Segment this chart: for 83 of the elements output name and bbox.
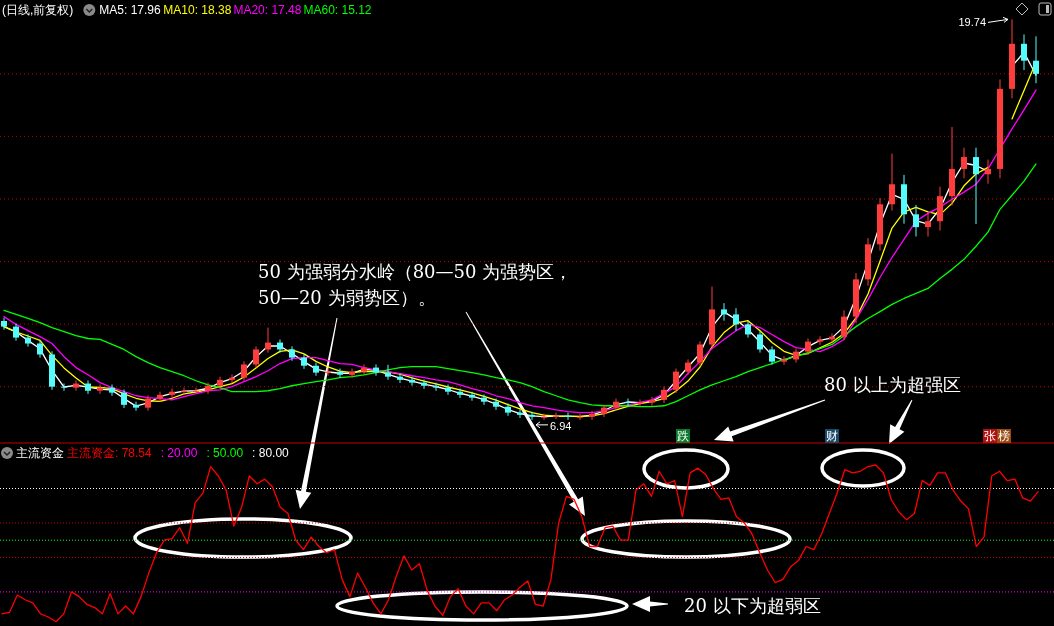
candlestick (517, 409, 523, 419)
candlestick (409, 376, 415, 387)
candlestick (1021, 33, 1027, 71)
candlestick (73, 379, 79, 392)
candlestick (421, 378, 427, 390)
chart-title: 主流资金 (16, 446, 64, 460)
candlestick (205, 382, 211, 395)
annotation: 19.74 (958, 16, 986, 29)
candlestick (577, 413, 583, 421)
candlestick (325, 368, 331, 377)
candlestick (961, 147, 967, 179)
candlestick (817, 335, 823, 346)
text: : 20.00 (160, 446, 198, 460)
candlestick (625, 398, 631, 407)
text: : 50.00 (206, 446, 244, 460)
annotation: 6.94 (550, 419, 572, 432)
text: : 80.00 (252, 446, 290, 460)
candlestick (37, 339, 43, 359)
candlestick (193, 387, 199, 395)
candlestick (841, 309, 847, 341)
candlestick (649, 396, 655, 407)
candlestick (157, 391, 163, 403)
candlestick (541, 413, 547, 421)
candlestick (229, 373, 235, 384)
candlestick (241, 360, 247, 382)
text: MA10: 18.38 (163, 3, 232, 17)
chart-title: (日线,前复权) (2, 3, 74, 17)
candlestick (925, 211, 931, 238)
candlestick (505, 403, 511, 417)
candlestick (889, 153, 895, 212)
candlestick (913, 204, 919, 238)
annotation: 20 以下为超弱区 (684, 595, 821, 616)
candlestick (397, 373, 403, 384)
candlestick (373, 363, 379, 377)
candlestick (973, 147, 979, 225)
candlestick (169, 388, 175, 399)
candlestick (313, 362, 319, 377)
candlestick (481, 394, 487, 406)
candlestick (529, 411, 535, 421)
candlestick (85, 379, 91, 395)
candlestick (769, 345, 775, 366)
candlestick (697, 340, 703, 367)
candlestick (493, 398, 499, 411)
candlestick (613, 398, 619, 412)
annotation: 80 以上为超强区 (824, 374, 961, 395)
text: MA60: 15.12 (303, 3, 372, 17)
candlestick (589, 410, 595, 421)
candlestick (337, 368, 343, 379)
candlestick (145, 394, 151, 412)
candlestick (433, 382, 439, 392)
candlestick (349, 368, 355, 379)
candlestick (25, 333, 31, 348)
text: MA5: 17.96 (99, 3, 161, 17)
candlestick (361, 363, 367, 376)
candlestick (721, 302, 727, 322)
candlestick (601, 404, 607, 418)
annotation: 50 为强弱分水岭（80—50 为强势区， 50—20 为弱势区）。 (258, 261, 573, 308)
candlestick (637, 399, 643, 407)
candlestick (673, 368, 679, 394)
candlestick (253, 345, 259, 369)
candlestick (757, 330, 763, 354)
candlestick (445, 384, 451, 396)
candlestick (217, 376, 223, 390)
candlestick (385, 364, 391, 381)
candlestick (781, 355, 787, 366)
candlestick (109, 384, 115, 397)
candlestick (565, 412, 571, 421)
text: MA20: 17.48 (233, 3, 302, 17)
candlestick (733, 307, 739, 332)
candlestick (469, 391, 475, 402)
candlestick (1, 317, 7, 331)
candlestick (181, 387, 187, 396)
candlestick (457, 388, 463, 399)
candlestick (985, 159, 991, 185)
candlestick (61, 383, 67, 392)
candlestick (133, 401, 139, 412)
candlestick (97, 384, 103, 395)
candlestick (121, 389, 127, 409)
candlestick (301, 353, 307, 370)
text: 主流资金: 78.54 (67, 446, 153, 460)
candlestick (685, 358, 691, 376)
candlestick (1033, 35, 1039, 84)
candlestick (553, 412, 559, 420)
